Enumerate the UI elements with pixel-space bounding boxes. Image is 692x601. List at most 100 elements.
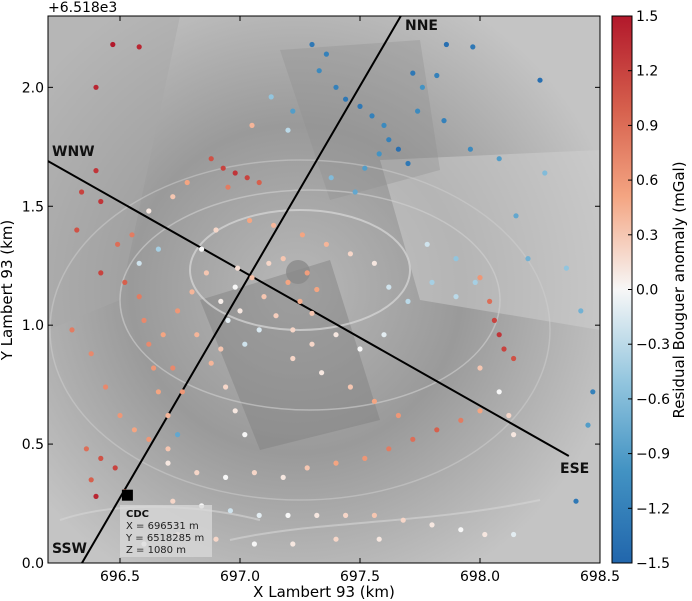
gravity-point xyxy=(223,384,229,390)
gravity-point xyxy=(103,384,109,390)
gravity-point xyxy=(74,227,80,233)
gravity-point xyxy=(304,465,310,471)
y-tick-label: 1.0 xyxy=(22,318,44,334)
colorbar-tick-label: −1.2 xyxy=(636,501,670,517)
gravity-point xyxy=(369,113,375,119)
gravity-point xyxy=(290,541,296,547)
x-axis: 696.5 697.0 697.5 698.0 698.5 xyxy=(100,16,620,585)
gravity-point xyxy=(160,332,166,338)
gravity-point xyxy=(501,346,507,352)
gravity-point xyxy=(487,298,493,304)
gravity-point xyxy=(472,279,478,285)
gravity-point xyxy=(88,351,94,357)
gravity-point xyxy=(98,455,104,461)
gravity-point xyxy=(235,265,241,271)
colorbar-tick-label: −0.6 xyxy=(636,392,670,408)
gravity-point xyxy=(297,298,303,304)
gravity-point xyxy=(477,408,483,414)
gravity-point xyxy=(131,427,137,433)
gravity-point xyxy=(491,317,497,323)
gravity-point xyxy=(225,184,231,190)
gravity-point xyxy=(170,194,176,200)
gravity-point xyxy=(136,44,142,50)
gravity-point xyxy=(496,389,502,395)
x-tick-label: 696.5 xyxy=(100,569,140,585)
gravity-point xyxy=(136,260,142,266)
colorbar-tick-label: 0.3 xyxy=(636,228,658,244)
gravity-point xyxy=(170,365,176,371)
gravity-point xyxy=(352,189,358,195)
gravity-point xyxy=(323,241,329,247)
gravity-point xyxy=(266,260,272,266)
profile-label-ese: ESE xyxy=(560,461,589,477)
gravity-point xyxy=(453,256,459,262)
gravity-point xyxy=(386,446,392,452)
gravity-point xyxy=(537,77,543,83)
gravity-point xyxy=(496,332,502,338)
station-z: Z = 1080 m xyxy=(126,545,186,556)
gravity-point xyxy=(285,512,291,519)
gravity-point xyxy=(285,279,291,285)
gravity-point xyxy=(362,455,368,461)
colorbar-tick-label: −0.3 xyxy=(636,337,670,353)
gravity-point xyxy=(175,308,181,314)
profile-labels: NNE SSW WNW ESE xyxy=(52,18,589,557)
gravity-point xyxy=(261,294,267,300)
gravity-point xyxy=(98,198,104,205)
gravity-point xyxy=(434,72,440,79)
gravity-point xyxy=(362,165,368,171)
gravity-point xyxy=(290,327,296,333)
gravity-point xyxy=(542,170,548,176)
gravity-point xyxy=(268,94,274,100)
gravity-point xyxy=(429,522,435,528)
gravity-point xyxy=(510,531,517,538)
gravity-point xyxy=(146,208,152,214)
gravity-point xyxy=(496,156,502,162)
gravity-point xyxy=(122,279,128,285)
gravity-point xyxy=(141,317,147,323)
y-tick-label: 0.5 xyxy=(22,437,44,453)
gravity-point xyxy=(151,365,157,371)
gravity-point xyxy=(170,498,176,504)
gravity-point xyxy=(441,118,447,124)
gravity-point xyxy=(343,512,349,519)
gravity-point xyxy=(256,327,262,333)
profile-line-nne xyxy=(80,16,402,563)
gravity-point xyxy=(371,512,377,519)
y-axis: 0.0 0.5 1.0 1.5 2.0 xyxy=(22,80,600,572)
gravity-point xyxy=(333,536,339,542)
gravity-point xyxy=(280,474,286,480)
gravity-point xyxy=(309,341,315,347)
gravity-point xyxy=(93,168,99,174)
gravity-point xyxy=(165,460,171,466)
gravity-point xyxy=(244,175,250,181)
gravity-point xyxy=(578,308,584,314)
station-x: X = 696531 m xyxy=(126,521,199,532)
gravity-point xyxy=(343,96,349,102)
gravity-point xyxy=(290,355,296,362)
gravity-point xyxy=(400,517,406,523)
gravity-point xyxy=(189,289,195,295)
gravity-point xyxy=(227,508,233,514)
station-y: Y = 6518285 m xyxy=(125,533,204,544)
colorbar-tick-label: −0.9 xyxy=(636,447,670,463)
gravity-point xyxy=(271,222,277,228)
station-marker xyxy=(121,489,133,501)
gravity-point xyxy=(386,137,392,143)
gravity-point xyxy=(232,284,238,290)
gravity-point xyxy=(458,527,464,533)
colorbar-label: Residual Bouguer anomaly (mGal) xyxy=(670,161,688,418)
gravity-point xyxy=(237,308,243,314)
gravity-point xyxy=(467,146,473,152)
gravity-point xyxy=(333,460,339,466)
gravity-point xyxy=(395,146,401,152)
gravity-point xyxy=(155,246,161,252)
gravity-point xyxy=(309,310,315,316)
gravity-point xyxy=(410,70,416,76)
gravity-point xyxy=(371,398,377,404)
gravity-point xyxy=(213,536,219,542)
gravity-point xyxy=(280,256,286,262)
gravity-point xyxy=(299,232,305,238)
gravity-point xyxy=(513,213,519,219)
